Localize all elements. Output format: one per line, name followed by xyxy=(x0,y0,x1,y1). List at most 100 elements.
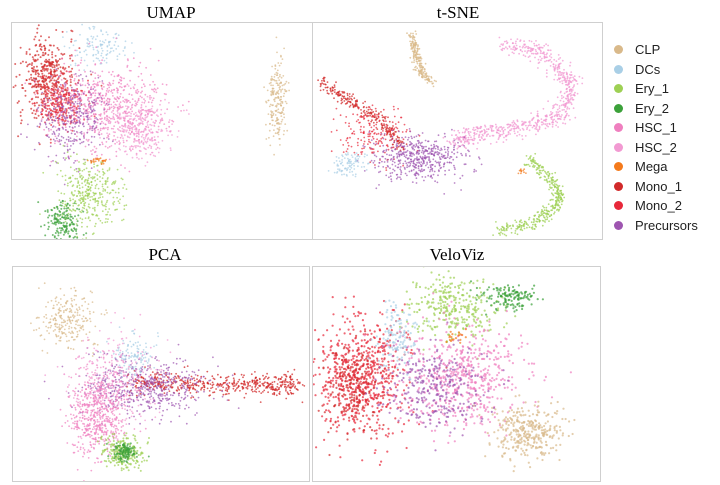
scatter-point xyxy=(390,146,393,149)
scatter-point xyxy=(150,107,153,110)
scatter-point xyxy=(115,48,118,50)
scatter-point xyxy=(64,126,67,129)
scatter-point xyxy=(125,145,127,148)
scatter-point xyxy=(125,204,128,207)
scatter-point xyxy=(533,124,535,127)
scatter-point xyxy=(541,213,544,216)
scatter-point xyxy=(108,208,111,210)
scatter-point xyxy=(268,129,271,132)
scatter-point xyxy=(551,172,554,175)
scatter-point xyxy=(160,130,163,133)
scatter-point xyxy=(61,120,64,123)
scatter-point xyxy=(49,116,52,119)
scatter-point xyxy=(51,77,54,80)
scatter-point xyxy=(152,154,155,157)
scatter-point xyxy=(370,120,373,123)
scatter-point xyxy=(40,93,43,96)
scatter-point xyxy=(110,111,113,113)
scatter-point xyxy=(45,92,48,95)
scatter-point xyxy=(80,211,83,214)
scatter-point xyxy=(432,85,435,88)
scatter-point xyxy=(435,80,437,83)
scatter-point xyxy=(44,122,47,124)
scatter-point xyxy=(281,84,284,87)
scatter-point xyxy=(34,71,37,74)
scatter-point xyxy=(383,116,385,118)
scatter-point xyxy=(106,186,109,189)
scatter-point xyxy=(346,175,348,177)
scatter-point xyxy=(333,86,336,88)
scatter-point xyxy=(72,44,75,47)
scatter-point xyxy=(142,83,145,86)
scatter-point xyxy=(521,135,523,137)
scatter-point xyxy=(99,129,102,132)
scatter-point xyxy=(64,141,66,144)
scatter-point xyxy=(78,199,80,201)
scatter-point xyxy=(372,128,375,131)
scatter-point xyxy=(87,170,90,173)
scatter-point xyxy=(165,127,168,130)
scatter-point xyxy=(521,229,524,232)
scatter-point xyxy=(148,96,151,99)
scatter-point xyxy=(389,132,392,135)
scatter-point xyxy=(86,116,89,119)
scatter-point xyxy=(142,142,145,145)
scatter-point xyxy=(409,155,412,157)
scatter-point xyxy=(97,57,99,60)
scatter-point xyxy=(56,47,59,49)
scatter-point xyxy=(533,44,536,47)
scatter-point xyxy=(539,55,541,58)
scatter-point xyxy=(319,85,322,88)
scatter-point xyxy=(373,154,376,157)
scatter-point xyxy=(524,121,527,124)
scatter-point xyxy=(119,112,121,115)
scatter-point xyxy=(82,80,84,82)
scatter-point xyxy=(464,130,467,133)
scatter-point xyxy=(76,111,79,114)
scatter-point xyxy=(40,120,43,122)
scatter-point xyxy=(53,75,56,77)
scatter-point xyxy=(94,197,97,200)
scatter-point xyxy=(438,170,440,173)
scatter-point xyxy=(266,89,269,92)
scatter-point xyxy=(406,129,408,131)
scatter-point xyxy=(29,53,31,56)
scatter-point xyxy=(125,110,127,113)
scatter-point xyxy=(106,117,108,120)
scatter-point xyxy=(34,78,37,81)
scatter-point xyxy=(555,111,558,113)
scatter-point xyxy=(153,90,156,93)
scatter-point xyxy=(62,113,65,116)
scatter-point xyxy=(159,103,161,106)
scatter-point xyxy=(420,165,423,167)
scatter-point xyxy=(141,122,143,125)
scatter-point xyxy=(146,95,149,98)
scatter-point xyxy=(389,172,392,175)
scatter-point xyxy=(555,186,558,189)
scatter-point xyxy=(470,138,472,141)
scatter-point xyxy=(114,121,117,124)
scatter-point xyxy=(411,137,413,140)
scatter-point xyxy=(427,140,429,143)
scatter-point xyxy=(519,45,521,48)
scatter-point xyxy=(407,138,409,141)
scatter-point xyxy=(45,75,48,78)
scatter-point xyxy=(581,77,584,79)
scatter-point xyxy=(412,32,414,35)
scatter-point xyxy=(508,129,511,132)
scatter-point xyxy=(59,238,62,239)
scatter-point xyxy=(388,128,391,131)
scatter-point xyxy=(65,99,68,102)
scatter-point xyxy=(410,45,413,47)
scatter-point xyxy=(391,138,393,141)
scatter-point xyxy=(505,135,507,138)
scatter-point xyxy=(44,39,47,42)
scatter-point xyxy=(147,126,150,129)
scatter-point xyxy=(281,118,284,121)
scatter-point xyxy=(72,151,75,154)
scatter-point xyxy=(276,69,279,72)
scatter-point xyxy=(414,30,417,33)
scatter-point xyxy=(76,185,79,187)
scatter-point xyxy=(404,172,407,175)
scatter-point xyxy=(498,36,501,39)
